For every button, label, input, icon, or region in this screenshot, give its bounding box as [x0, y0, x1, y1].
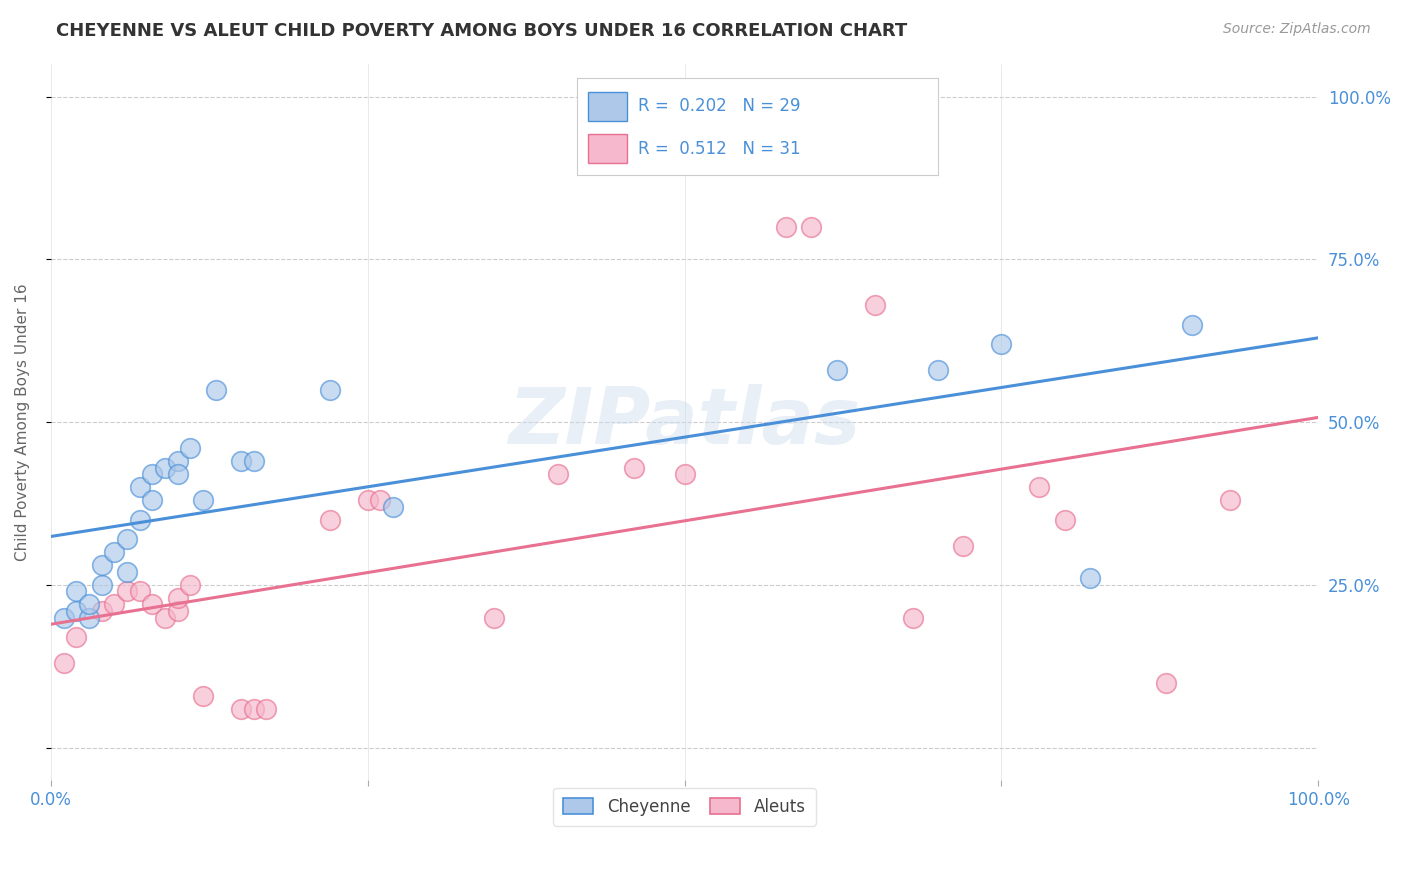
Point — [927, 363, 949, 377]
Point — [242, 454, 264, 468]
Point — [141, 598, 163, 612]
Point — [370, 493, 392, 508]
Text: CHEYENNE VS ALEUT CHILD POVERTY AMONG BOYS UNDER 16 CORRELATION CHART: CHEYENNE VS ALEUT CHILD POVERTY AMONG BO… — [56, 22, 907, 40]
Point — [153, 610, 176, 624]
Point — [90, 604, 112, 618]
Point — [863, 298, 886, 312]
Point — [128, 584, 150, 599]
Point — [204, 383, 226, 397]
Point — [318, 383, 340, 397]
Point — [901, 610, 924, 624]
Text: Source: ZipAtlas.com: Source: ZipAtlas.com — [1223, 22, 1371, 37]
Point — [128, 513, 150, 527]
Point — [1028, 480, 1050, 494]
Point — [623, 460, 645, 475]
Point — [1219, 493, 1241, 508]
Point — [229, 454, 252, 468]
Point — [318, 513, 340, 527]
Point — [179, 578, 201, 592]
Point — [547, 467, 569, 482]
Point — [166, 454, 188, 468]
Point — [141, 467, 163, 482]
Y-axis label: Child Poverty Among Boys Under 16: Child Poverty Among Boys Under 16 — [15, 284, 30, 561]
Point — [242, 701, 264, 715]
Point — [65, 604, 87, 618]
Point — [115, 533, 138, 547]
Point — [1053, 513, 1076, 527]
Point — [1078, 571, 1101, 585]
Point — [229, 701, 252, 715]
Legend: Cheyenne, Aleuts: Cheyenne, Aleuts — [554, 788, 815, 826]
Point — [52, 610, 75, 624]
Point — [166, 591, 188, 605]
Point — [952, 539, 974, 553]
Point — [990, 337, 1012, 351]
Point — [191, 493, 214, 508]
Point — [77, 610, 100, 624]
Point — [65, 630, 87, 644]
Point — [357, 493, 380, 508]
Point — [673, 467, 696, 482]
Point — [166, 604, 188, 618]
Point — [825, 363, 848, 377]
Point — [191, 689, 214, 703]
Point — [254, 701, 277, 715]
Point — [52, 656, 75, 670]
Point — [1180, 318, 1202, 332]
Point — [179, 441, 201, 455]
Point — [90, 558, 112, 573]
Point — [166, 467, 188, 482]
Point — [65, 584, 87, 599]
Point — [77, 598, 100, 612]
Text: ZIPatlas: ZIPatlas — [509, 384, 860, 460]
Point — [90, 578, 112, 592]
Point — [775, 219, 797, 234]
Point — [153, 460, 176, 475]
Point — [115, 584, 138, 599]
Point — [382, 500, 405, 514]
Point — [1154, 675, 1177, 690]
Point — [115, 565, 138, 579]
Point — [141, 493, 163, 508]
Point — [800, 219, 823, 234]
Point — [103, 545, 125, 559]
Point — [128, 480, 150, 494]
Point — [103, 598, 125, 612]
Point — [484, 610, 506, 624]
